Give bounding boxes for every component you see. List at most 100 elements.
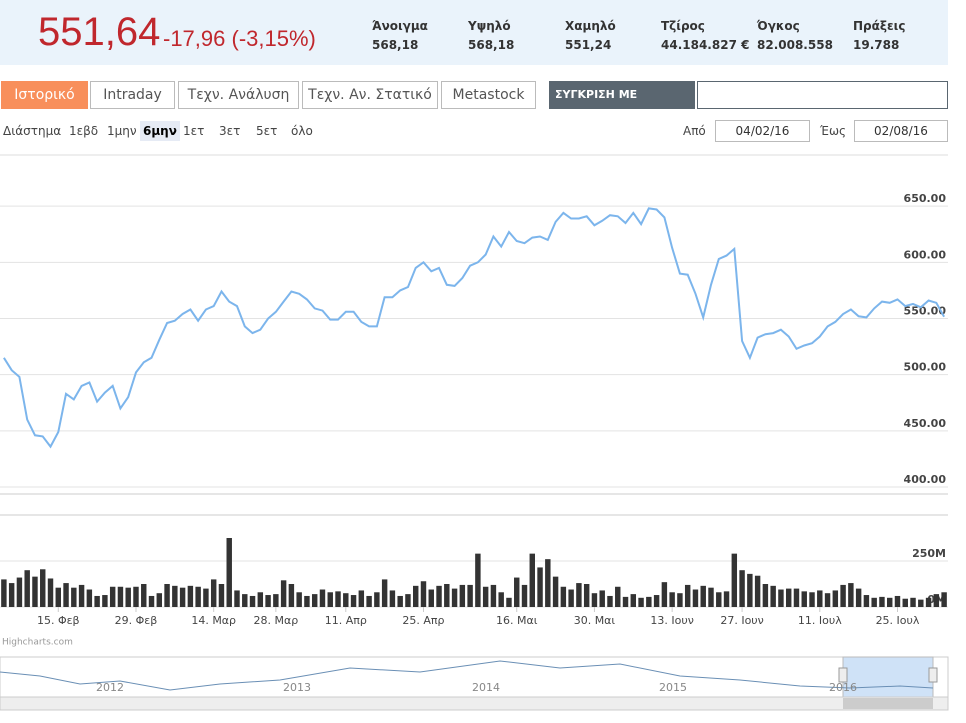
header [0, 0, 948, 65]
y-tick-label: 450.00 [904, 417, 947, 430]
navigator-label: 2012 [96, 681, 124, 694]
volume-bar [63, 583, 69, 607]
volume-bar [242, 594, 248, 607]
volume-bar [638, 597, 644, 607]
volume-bar [809, 592, 815, 607]
stat-value: 551,24 [565, 38, 612, 52]
x-tick-label: 16. Μαι [496, 614, 538, 627]
volume-bar [249, 595, 256, 607]
range-button[interactable]: 1εβδ [69, 124, 99, 138]
volume-bar [591, 593, 598, 607]
price-change: -17,96 (-3,15%) [163, 26, 316, 51]
navigator-label: 2013 [283, 681, 311, 694]
volume-bar [669, 592, 675, 607]
x-tick-label: 15. Φεβ [37, 614, 80, 627]
to-input[interactable]: 02/08/16 [854, 120, 948, 142]
volume-bar [817, 590, 823, 607]
volume-bar [615, 586, 621, 607]
volume-bar [141, 584, 147, 607]
volume-bar [273, 594, 279, 607]
volume-bar [723, 591, 730, 607]
volume-bar [902, 598, 908, 607]
volume-bar [148, 595, 155, 607]
price: 551,64 [38, 10, 161, 54]
y-tick-label: 650.00 [904, 192, 947, 205]
volume-bar [677, 593, 683, 607]
volume-bar [521, 584, 528, 607]
range-button[interactable]: 1μην [107, 124, 137, 138]
range-button[interactable]: 6μην [140, 121, 180, 141]
navigator-handle[interactable] [928, 667, 938, 683]
from-input[interactable]: 04/02/16 [715, 120, 810, 142]
volume-bar [545, 559, 551, 607]
volume-bar [475, 553, 481, 607]
volume-bar [583, 584, 590, 607]
volume-bar [133, 586, 139, 607]
stat-value: 568,18 [372, 38, 419, 52]
volume-bar [172, 585, 178, 607]
scrollbar-thumb[interactable] [843, 698, 933, 709]
volume-bar [941, 592, 947, 607]
x-tick-label: 30. Μαι [574, 614, 616, 627]
tab[interactable]: Ιστορικό [1, 81, 88, 109]
tab[interactable]: Metastock [441, 81, 536, 109]
volume-bar [894, 595, 901, 607]
volume-bar [296, 592, 302, 607]
navigator-window[interactable] [842, 656, 934, 698]
volume-bar [218, 584, 225, 607]
volume-bar [568, 589, 574, 607]
tab[interactable]: Τεχν. Ανάλυση [178, 81, 299, 109]
tab[interactable]: Τεχν. Αν. Στατικό [302, 81, 438, 109]
volume-bar [125, 587, 131, 607]
range-button[interactable]: 1ετ [183, 124, 205, 138]
volume-bar [226, 538, 232, 607]
volume-bar [428, 589, 434, 607]
compare-input[interactable] [697, 81, 948, 109]
navigator-line [0, 660, 934, 691]
scrollbar[interactable] [0, 696, 949, 711]
volume-bar [102, 595, 108, 607]
tab[interactable]: Intraday [90, 81, 175, 109]
range-button[interactable]: 3ετ [219, 124, 241, 138]
volume-bar [506, 597, 512, 607]
volume-bar [311, 594, 318, 607]
volume-bar [887, 597, 893, 607]
price-line [3, 207, 945, 449]
volume-bar [879, 596, 885, 607]
volume-bar [700, 585, 706, 607]
volume-bar [343, 593, 349, 607]
stat-label: Χαμηλό [565, 19, 616, 33]
volume-bar [86, 589, 93, 607]
x-tick-label: 11. Ιουλ [798, 614, 842, 627]
to-label: Έως [820, 124, 847, 138]
x-tick-label: 11. Απρ [325, 614, 367, 627]
y-tick-label: 500.00 [904, 361, 947, 374]
volume-bar [832, 590, 839, 607]
stat-value: 44.184.827 € [661, 38, 750, 52]
y-tick-label: 600.00 [904, 248, 947, 261]
volume-bar [576, 583, 582, 607]
volume-bar [16, 577, 23, 607]
navigator-label: 2015 [659, 681, 687, 694]
volume-bar [824, 593, 831, 607]
volume-bar [444, 584, 450, 607]
volume-bar [179, 587, 186, 607]
volume-bar [793, 588, 800, 607]
stat-label: Όγκος [757, 19, 800, 33]
volume-bar [234, 590, 240, 607]
range-button[interactable]: 5ετ [256, 124, 278, 138]
volume-bar [195, 586, 201, 607]
x-tick-label: 25. Ιουλ [876, 614, 920, 627]
volume-bar [350, 595, 357, 607]
volume-bar [731, 553, 738, 607]
navigator-handle[interactable] [838, 667, 848, 683]
volume-bar [910, 597, 916, 607]
volume-bar [451, 588, 458, 607]
range-button[interactable]: όλο [291, 124, 313, 138]
compare-label: ΣΥΓΚΡΙΣΗ ΜΕ ΣΥΜΒΟΛΑ: [549, 81, 695, 129]
volume-bar [754, 575, 761, 607]
volume-bar [156, 593, 163, 607]
volume-bar [280, 580, 287, 607]
volume-bar [529, 553, 535, 607]
